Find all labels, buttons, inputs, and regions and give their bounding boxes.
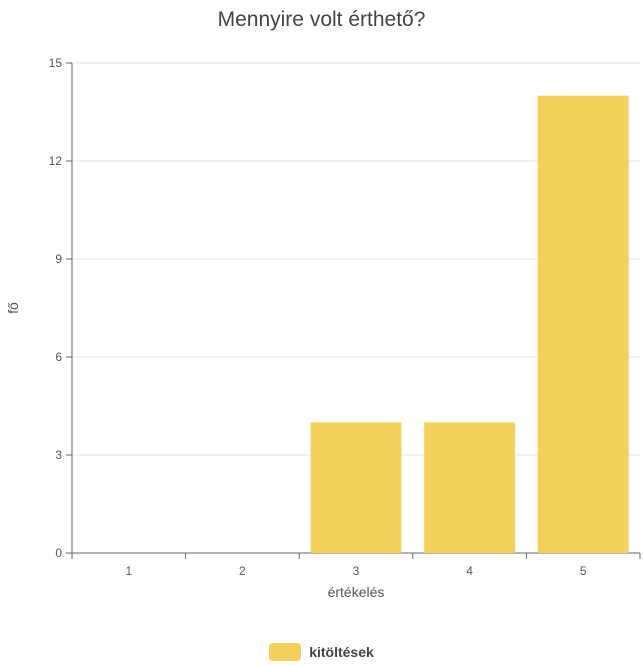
y-tick-label: 15 xyxy=(49,56,63,70)
chart-title: Mennyire volt érthető? xyxy=(217,8,426,31)
y-tick-label: 12 xyxy=(49,154,63,168)
bar xyxy=(424,422,516,553)
y-tick-label: 6 xyxy=(55,350,62,364)
bar xyxy=(537,95,629,554)
legend-label: kitöltések xyxy=(309,644,374,660)
y-axis-title: fő xyxy=(5,302,21,314)
x-axis-title: értékelés xyxy=(328,584,385,600)
x-tick-label: 1 xyxy=(125,564,132,578)
bar xyxy=(310,422,402,553)
x-tick-label: 3 xyxy=(353,564,360,578)
x-tick-label: 4 xyxy=(466,564,473,578)
bars xyxy=(310,95,629,554)
x-tick-label: 2 xyxy=(239,564,246,578)
x-tick-label: 5 xyxy=(580,564,587,578)
y-tick-label: 0 xyxy=(55,546,62,560)
legend[interactable]: kitöltések xyxy=(0,641,643,663)
y-tick-label: 3 xyxy=(55,448,62,462)
legend-swatch xyxy=(269,643,302,661)
y-tick-label: 9 xyxy=(55,252,62,266)
